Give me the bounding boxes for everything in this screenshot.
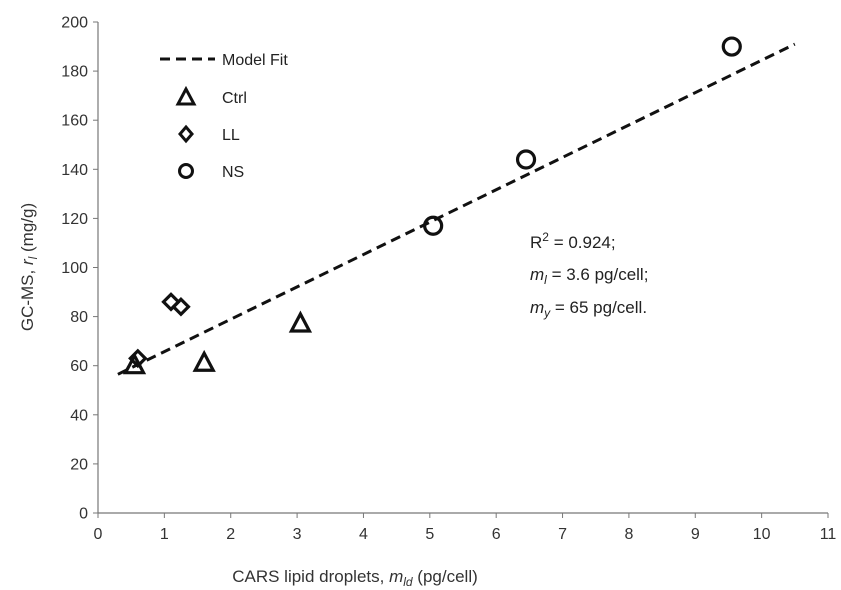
x-tick-label: 10: [753, 526, 771, 543]
x-tick-label: 8: [624, 526, 633, 543]
x-axis-title: CARS lipid droplets, mld (pg/cell): [232, 567, 478, 589]
y-tick-label: 140: [61, 162, 88, 179]
legend-ll-label: LL: [222, 127, 240, 144]
fit-statistics: R2 = 0.924; ml = 3.6 pg/cell; my = 65 pg…: [530, 230, 648, 320]
model-fit-line-group: [117, 42, 796, 376]
data-points: [122, 36, 742, 375]
legend-ctrl-marker: [175, 85, 197, 106]
ns-point: [423, 215, 444, 236]
legend-ll-marker: [178, 124, 194, 144]
x-tick-label: 4: [359, 526, 368, 543]
x-tick-labels: 0 1 2 3 4 5 6 7 8 9 10 11: [94, 513, 837, 543]
x-tick-label: 7: [558, 526, 567, 543]
legend-ctrl-label: Ctrl: [222, 90, 247, 107]
ctrl-point: [288, 310, 313, 333]
x-tick-label: 6: [492, 526, 501, 543]
ctrl-point: [192, 349, 216, 372]
y-tick-label: 80: [70, 309, 88, 326]
model-fit-line: [117, 42, 796, 376]
x-tick-label: 2: [226, 526, 235, 543]
ll-point: [128, 348, 148, 369]
y-tick-label: 200: [61, 15, 88, 32]
r-squared-annotation: R2 = 0.924;: [530, 230, 616, 252]
legend: Model Fit Ctrl LL NS: [160, 52, 288, 181]
y-tick-label: 20: [70, 456, 88, 473]
y-tick-label: 0: [79, 506, 88, 523]
y-tick-label: 40: [70, 407, 88, 424]
ml-annotation: ml = 3.6 pg/cell;: [530, 265, 648, 287]
y-tick-label: 60: [70, 358, 88, 375]
axes: [97, 22, 828, 514]
ll-point: [171, 297, 191, 317]
legend-ns-label: NS: [222, 164, 244, 181]
x-tick-label: 0: [94, 526, 103, 543]
ns-point: [721, 36, 742, 57]
y-tick-label: 120: [61, 211, 88, 228]
y-tick-label: 160: [61, 113, 88, 130]
y-tick-label: 180: [61, 64, 88, 81]
ns-point: [515, 149, 537, 170]
x-tick-label: 3: [293, 526, 302, 543]
y-axis-title: GC-MS, rl (mg/g): [18, 203, 40, 331]
legend-ns-marker: [178, 163, 194, 179]
y-tick-labels: 0 20 40 60 80 100 120 140 160 180 200: [61, 15, 98, 523]
my-annotation: my = 65 pg/cell.: [530, 298, 647, 320]
ll-point: [161, 292, 181, 312]
x-tick-label: 5: [425, 526, 434, 543]
x-tick-label: 9: [691, 526, 700, 543]
x-tick-label: 11: [820, 526, 837, 543]
x-tick-label: 1: [160, 526, 169, 543]
y-tick-label: 100: [61, 260, 88, 277]
legend-model-fit-label: Model Fit: [222, 52, 288, 69]
